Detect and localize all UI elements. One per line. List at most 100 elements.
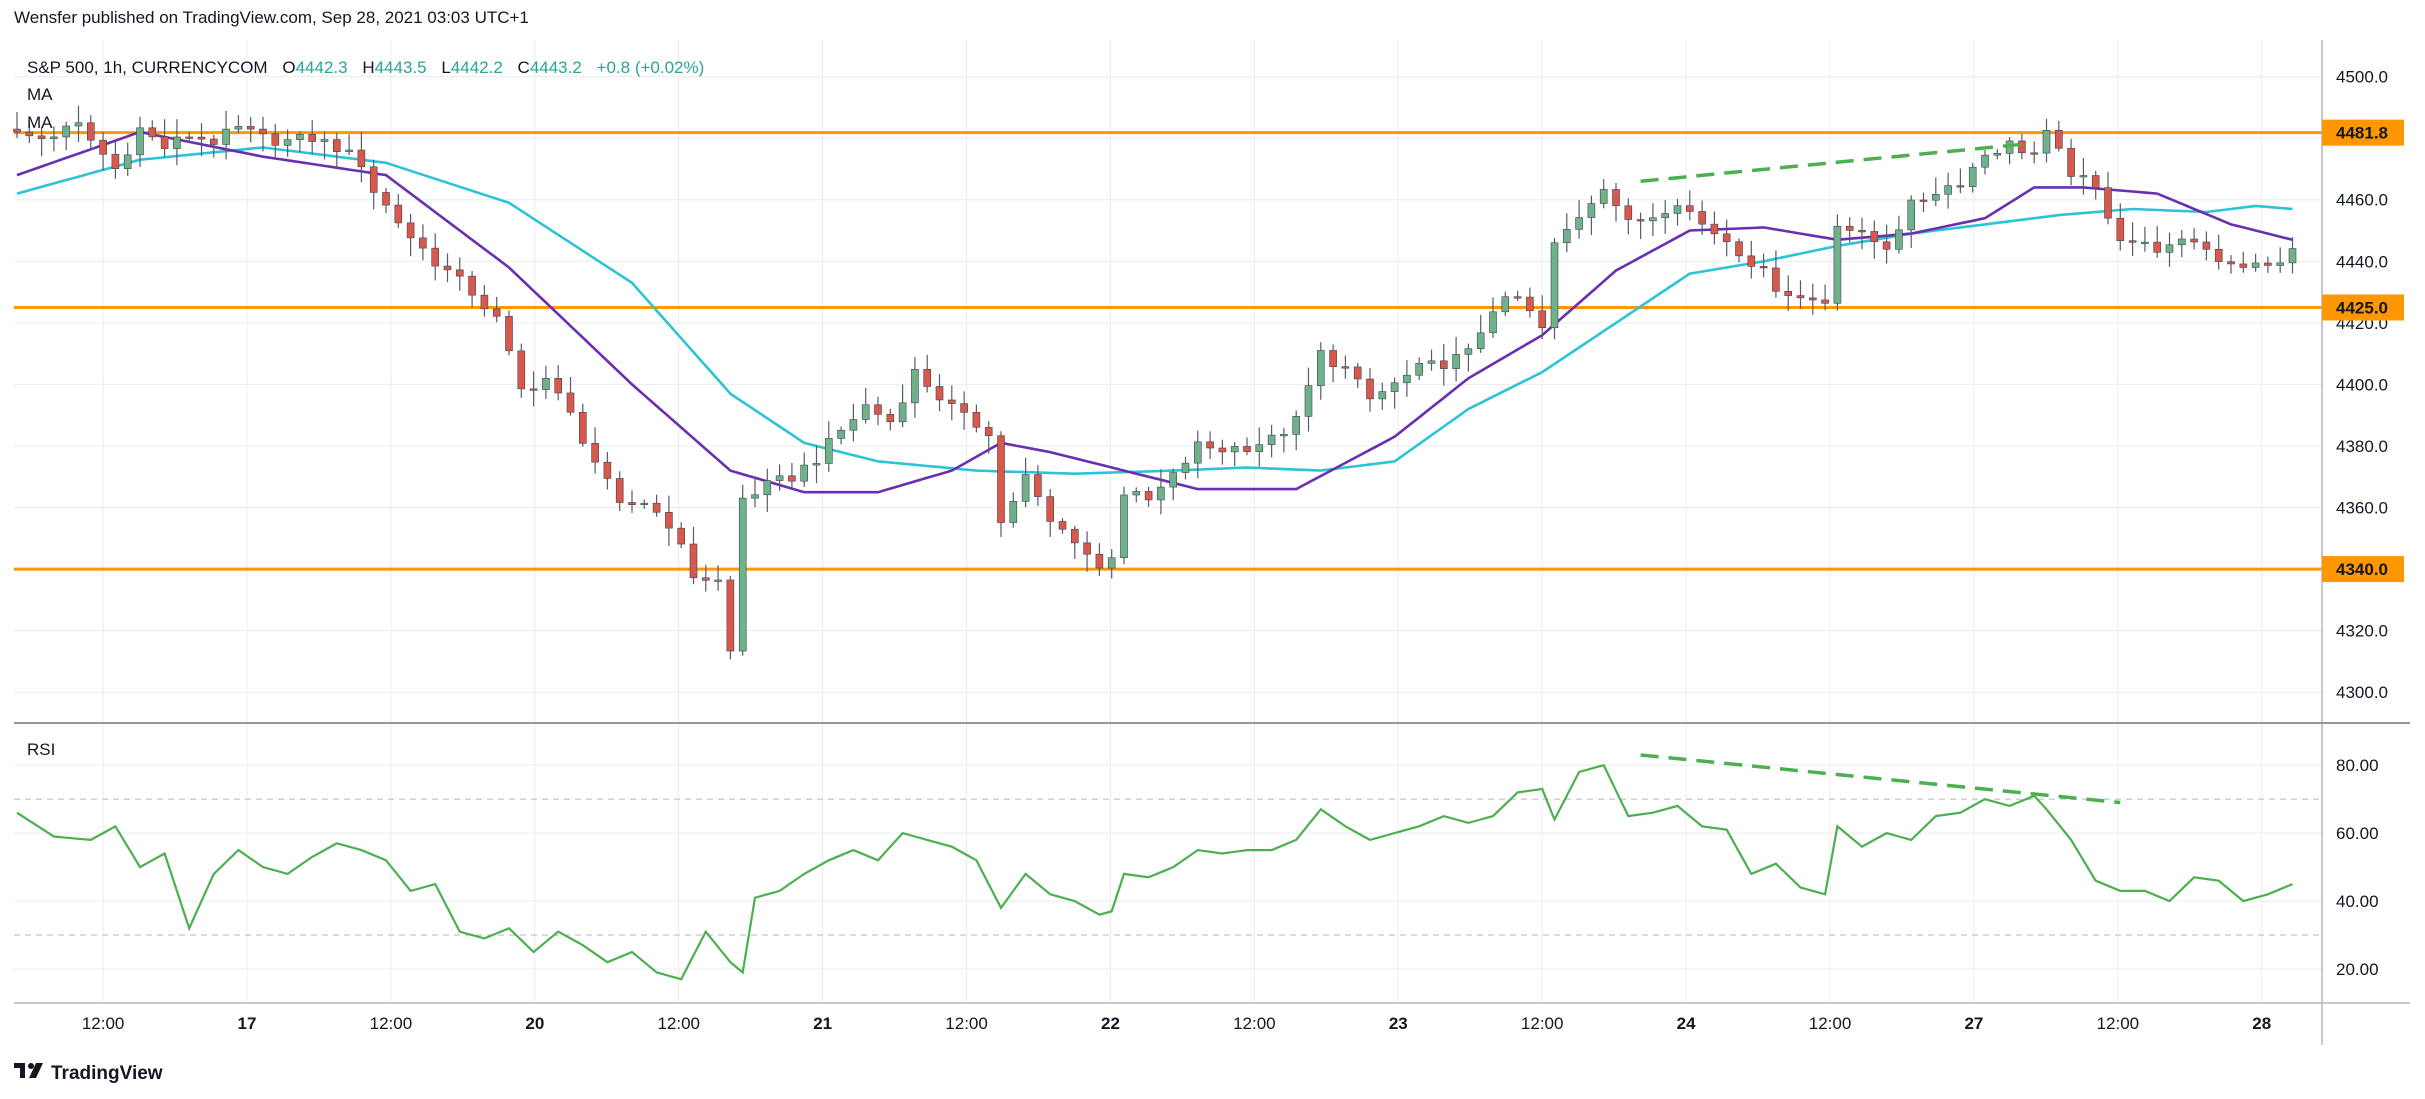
price-tick-label: 4400.0	[2336, 375, 2388, 394]
candle-down	[1686, 205, 1694, 212]
candle-up	[800, 464, 809, 482]
candle-down	[492, 308, 501, 317]
rsi-panel	[14, 753, 2322, 981]
rsi-legend[interactable]: RSI	[27, 740, 55, 759]
high-value: 4443.5	[375, 58, 427, 77]
candle-down	[517, 350, 526, 390]
candle-up	[542, 377, 550, 390]
tradingview-brand: TradingView	[51, 1063, 163, 1084]
candle-down	[689, 543, 698, 579]
time-tick-label: 27	[1964, 1014, 1983, 1033]
candle-down	[455, 269, 464, 277]
time-tick-label: 12:00	[82, 1014, 125, 1033]
candle-up	[1489, 311, 1497, 334]
publisher-line: Wensfer published on TradingView.com, Se…	[14, 8, 529, 27]
candle-down	[1882, 241, 1891, 250]
candle-down	[788, 475, 796, 482]
candle-down	[2104, 187, 2112, 219]
candle-up	[1292, 416, 1300, 435]
candle-down	[2067, 147, 2075, 177]
candle-down	[701, 577, 710, 581]
candle-down	[111, 154, 120, 169]
time-tick-label: 12:00	[2097, 1014, 2140, 1033]
candle-down	[1218, 447, 1227, 453]
ma-legend-2[interactable]: MA	[27, 113, 53, 132]
candle-down	[1796, 295, 1805, 299]
time-axis: 12:00 17 12:00 20 12:00 21 12:00 22 12:00 23 12:00…	[82, 1014, 2271, 1033]
candle-up	[1427, 360, 1436, 364]
time-tick-label: 23	[1389, 1014, 1408, 1033]
candle-down	[566, 392, 575, 413]
candle-down	[1144, 491, 1153, 501]
candle-up	[1501, 296, 1510, 313]
symbol-label: S&P 500, 1h, CURRENCYCOM	[27, 58, 268, 77]
level-price-label: 4425.0	[2336, 298, 2388, 317]
candle-up	[1157, 486, 1165, 501]
time-tick-label: 12:00	[370, 1014, 413, 1033]
candle-down	[1759, 266, 1768, 269]
candle-down	[2264, 262, 2272, 266]
candle-down	[25, 131, 34, 137]
candle-up	[812, 463, 821, 466]
candle-up	[738, 497, 747, 652]
candle-down	[1870, 231, 1879, 243]
rsi-line	[16, 763, 2293, 981]
candle-down	[443, 265, 452, 271]
candle-up	[222, 128, 230, 145]
candle-down	[1612, 189, 1620, 207]
candle-up	[763, 480, 772, 496]
time-tick-label: 17	[238, 1014, 257, 1033]
candle-up	[1476, 332, 1485, 349]
candle-down	[369, 166, 378, 193]
candle-down	[2202, 241, 2211, 250]
candle-up	[1317, 350, 1325, 386]
candle-down	[1722, 233, 1731, 243]
candle-up	[861, 404, 870, 420]
tradingview-logo[interactable]: TradingView	[14, 1063, 163, 1084]
candle-down	[1858, 230, 1866, 233]
candle-up	[2251, 262, 2260, 268]
candle-down	[665, 511, 673, 529]
candle-down	[13, 128, 21, 133]
price-tick-label: 4460.0	[2336, 191, 2388, 210]
price-tick-label: 4440.0	[2336, 252, 2388, 271]
candle-down	[1513, 296, 1522, 299]
candle-down	[1710, 223, 1719, 235]
time-tick-label: 12:00	[1521, 1014, 1564, 1033]
candle-down	[2190, 238, 2198, 243]
candle-up	[1993, 153, 2002, 156]
ma-legend-1[interactable]: MA	[27, 85, 53, 104]
candle-down	[259, 128, 267, 135]
candle-down	[1329, 350, 1337, 367]
candle-down	[1624, 205, 1633, 220]
candle-down	[1243, 446, 1251, 452]
candle-down	[480, 294, 489, 310]
candle-down	[1095, 553, 1104, 569]
candle-up	[1895, 229, 1903, 250]
candle-down	[1784, 290, 1792, 296]
candle-down	[1034, 474, 1042, 497]
level-price-badge	[2322, 294, 2404, 321]
candle-down	[972, 412, 981, 428]
rsi-tick-label: 60.00	[2336, 824, 2379, 843]
candle-up	[2079, 175, 2088, 178]
horizontal-levels	[14, 131, 2322, 571]
candles	[13, 105, 2297, 660]
candle-down	[1206, 441, 1214, 449]
candle-up	[849, 419, 858, 431]
candle-up	[898, 402, 907, 423]
time-tick-label: 12:00	[945, 1014, 988, 1033]
candle-up	[123, 154, 132, 169]
candle-up	[1649, 217, 1657, 222]
candle-up	[283, 139, 292, 146]
candle-up	[775, 475, 784, 481]
candle-down	[591, 443, 599, 463]
candle-down	[1735, 241, 1743, 257]
time-tick-label: 28	[2252, 1014, 2271, 1033]
candle-up	[1599, 189, 1608, 204]
candle-up	[1833, 225, 1842, 304]
candle-down	[1341, 366, 1350, 369]
candle-up	[1415, 363, 1423, 376]
candle-down	[2055, 129, 2063, 149]
